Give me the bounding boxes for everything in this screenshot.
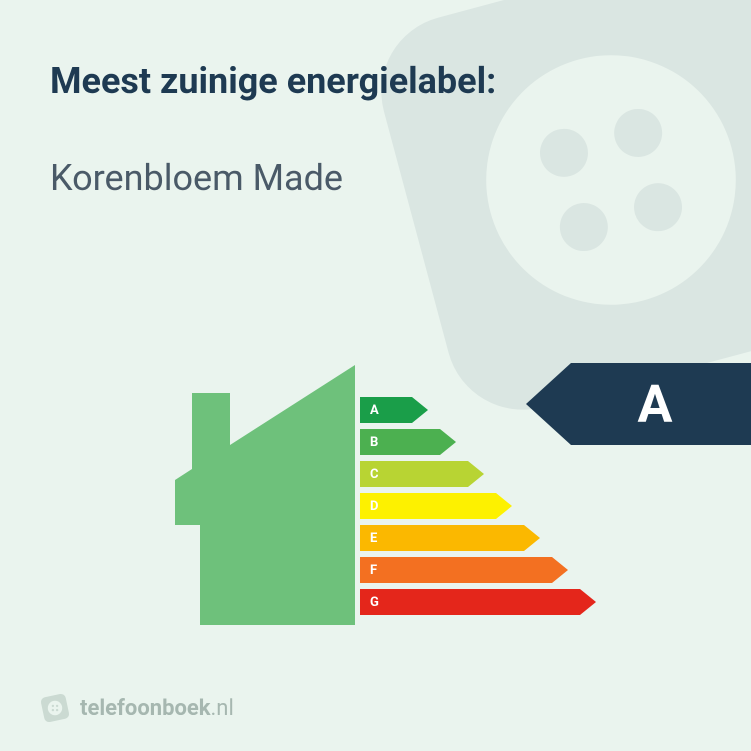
- footer: telefoonboek.nl: [40, 693, 234, 723]
- energy-bar: C: [360, 461, 596, 487]
- energy-label-graphic: ABCDEFG: [175, 365, 575, 645]
- house-icon: [175, 365, 355, 645]
- energy-bar-label: F: [360, 557, 552, 583]
- energy-bar-label: G: [360, 589, 580, 615]
- footer-logo-icon: [40, 693, 70, 723]
- rating-value: A: [571, 363, 751, 445]
- energy-bar-tip: [496, 493, 512, 519]
- footer-brand-rest: .nl: [211, 696, 234, 721]
- energy-bar-label: B: [360, 429, 440, 455]
- card-subtitle: Korenbloem Made: [50, 157, 701, 199]
- energy-bar-tip: [440, 429, 456, 455]
- energy-bar-tip: [580, 589, 596, 615]
- energy-bar-label: C: [360, 461, 468, 487]
- energy-bar: G: [360, 589, 596, 615]
- energy-bar-label: D: [360, 493, 496, 519]
- energy-bar-tip: [524, 525, 540, 551]
- rating-arrow-tip: [526, 363, 571, 445]
- energy-bar-label: A: [360, 397, 412, 423]
- energy-bar-tip: [412, 397, 428, 423]
- energy-bar-tip: [552, 557, 568, 583]
- footer-brand-bold: telefoonboek: [80, 696, 211, 721]
- footer-brand: telefoonboek.nl: [80, 696, 234, 721]
- energy-bar: F: [360, 557, 596, 583]
- rating-indicator: A: [526, 363, 751, 445]
- energy-bar-label: E: [360, 525, 524, 551]
- energy-bar-tip: [468, 461, 484, 487]
- card-title: Meest zuinige energielabel:: [50, 60, 701, 102]
- energy-bar: E: [360, 525, 596, 551]
- energy-bar: D: [360, 493, 596, 519]
